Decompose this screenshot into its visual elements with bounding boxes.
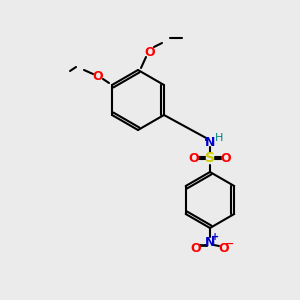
Text: H: H: [215, 133, 223, 143]
Text: O: O: [189, 152, 199, 164]
Text: O: O: [191, 242, 201, 254]
Text: O: O: [145, 46, 155, 59]
Text: +: +: [211, 232, 219, 242]
Text: −: −: [225, 239, 235, 249]
Text: O: O: [93, 70, 103, 83]
Text: S: S: [205, 151, 215, 165]
Text: N: N: [205, 136, 215, 148]
Text: N: N: [205, 236, 215, 248]
Text: O: O: [221, 152, 231, 164]
Text: O: O: [219, 242, 229, 254]
